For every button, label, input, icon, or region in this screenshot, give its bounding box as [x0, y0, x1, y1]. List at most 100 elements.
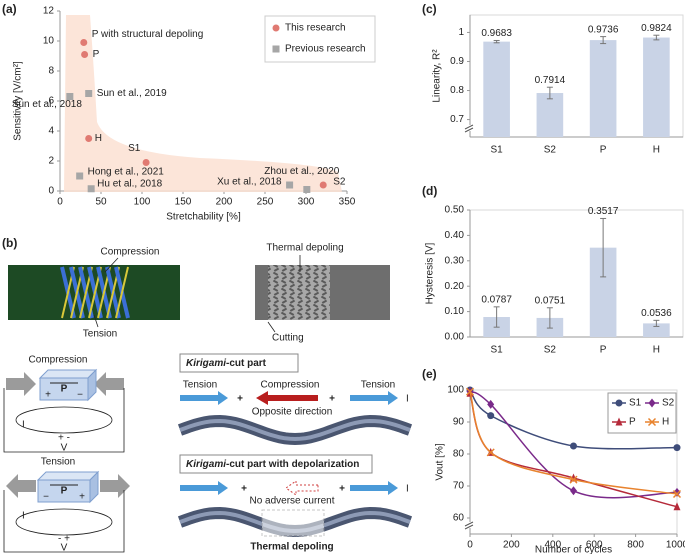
wave-inner — [179, 418, 411, 442]
y-tick-label: 0.40 — [445, 230, 465, 241]
wave — [177, 414, 413, 446]
y-tick-label: 10 — [43, 36, 55, 47]
x-tick-label: 0 — [467, 540, 473, 551]
bar — [643, 37, 670, 137]
series-line — [469, 389, 678, 450]
y-tick-label: 0.30 — [445, 255, 465, 266]
bottom-label: Thermal depoling — [250, 542, 333, 553]
point-label: Xu et al., 2018 — [217, 177, 282, 188]
fem-compression: Compression — [101, 247, 160, 258]
y-tick-label: 100 — [447, 385, 464, 396]
rest-part: -cut part with depolarization — [226, 459, 359, 470]
point-label: S1 — [128, 143, 141, 154]
marker — [142, 159, 150, 166]
arrow — [180, 391, 228, 405]
y-axis-label: Hysteresis [V] — [425, 242, 436, 304]
x-tick-label: P — [600, 145, 607, 156]
value-label: 0.9683 — [481, 28, 512, 39]
bar — [483, 41, 510, 137]
state-title: Compression — [29, 355, 88, 366]
value-label: 0.9824 — [641, 23, 672, 34]
axis-break-gap — [465, 125, 475, 131]
legend-marker — [647, 417, 657, 427]
y-tick-label: 8 — [48, 66, 54, 77]
tension-state: Tension P − + I - + V — [3, 457, 130, 554]
panel-label: (d) — [422, 184, 437, 198]
kirigami-title: Kirigami-cut part — [186, 358, 267, 369]
x-tick-label: 600 — [586, 540, 603, 551]
box-top — [38, 369, 98, 379]
pointer — [93, 314, 99, 328]
kirigami-title: Kirigami-cut part with depolarization — [186, 459, 359, 470]
axis-break — [464, 127, 474, 133]
legend-marker — [648, 398, 656, 408]
x-tick-label: P — [600, 345, 607, 356]
y-tick-label: 80 — [453, 449, 465, 460]
sign: + — [45, 390, 51, 401]
label: Tension — [361, 380, 395, 391]
circuit — [15, 508, 113, 536]
x-tick-label: 0 — [57, 197, 63, 208]
arrow — [180, 481, 228, 495]
panel-label: (b) — [2, 236, 17, 250]
voltage: V — [61, 443, 68, 454]
x-tick-label: 350 — [339, 197, 356, 208]
marker — [465, 387, 475, 396]
x-tick-label: 400 — [544, 540, 561, 551]
x-tick-label: 150 — [175, 197, 192, 208]
pole: P — [61, 384, 68, 395]
thermal-depoling-label: Thermal depoling — [266, 243, 343, 254]
y-axis-label: Linearity, R² — [432, 49, 443, 103]
sign: − — [77, 390, 83, 401]
wave — [177, 506, 413, 538]
marker — [673, 444, 681, 452]
x-axis-label: Number of cycles — [535, 545, 612, 554]
cutting-label: Cutting — [272, 333, 304, 344]
arrow — [94, 372, 124, 396]
legend-label: H — [662, 417, 669, 428]
rest-part: -cut part — [226, 358, 267, 369]
point-label: Sun et al., 2018 — [12, 99, 82, 110]
marker — [487, 412, 495, 420]
x-tick-label: 200 — [503, 540, 520, 551]
marker — [66, 93, 74, 100]
point-label: Zhou et al., 2020 — [264, 166, 339, 177]
meter: - + — [58, 534, 70, 545]
wave-outer — [177, 414, 413, 446]
y-tick-label: 0 — [48, 186, 54, 197]
fem-pattern — [60, 266, 130, 319]
axis-break — [464, 521, 474, 527]
arrow — [6, 474, 36, 498]
marker — [85, 135, 93, 142]
box-top — [36, 471, 100, 481]
note: Opposite direction — [252, 407, 333, 418]
axis-break — [464, 524, 474, 530]
value-label: 0.0536 — [641, 308, 672, 319]
marker — [319, 181, 327, 189]
arrow — [350, 391, 398, 405]
marker — [486, 448, 495, 457]
pointer — [267, 321, 276, 333]
sign: + — [241, 484, 247, 495]
marker — [85, 90, 93, 97]
pointer — [104, 257, 119, 273]
frame — [3, 490, 125, 553]
value-label: 0.0751 — [535, 295, 566, 306]
sign: + — [237, 394, 243, 405]
arrow — [350, 481, 398, 495]
y-tick-label: 60 — [453, 513, 465, 524]
point-label: Sun et al., 2019 — [97, 88, 167, 99]
value-label: 0.0787 — [481, 294, 512, 305]
x-tick-label: 50 — [95, 197, 107, 208]
x-tick-label: 100 — [134, 197, 151, 208]
x-tick-label: H — [653, 145, 660, 156]
x-tick-label: 800 — [627, 540, 644, 551]
y-tick-label: 0.50 — [445, 205, 465, 216]
y-tick-label: 1 — [458, 27, 464, 38]
sign: + — [329, 394, 335, 405]
panel-label: (c) — [422, 2, 437, 16]
label-box — [179, 353, 299, 373]
arrow — [6, 372, 36, 396]
sign: + — [79, 492, 85, 503]
y-axis-label: Sensitivity [V/cm²] — [13, 61, 24, 141]
